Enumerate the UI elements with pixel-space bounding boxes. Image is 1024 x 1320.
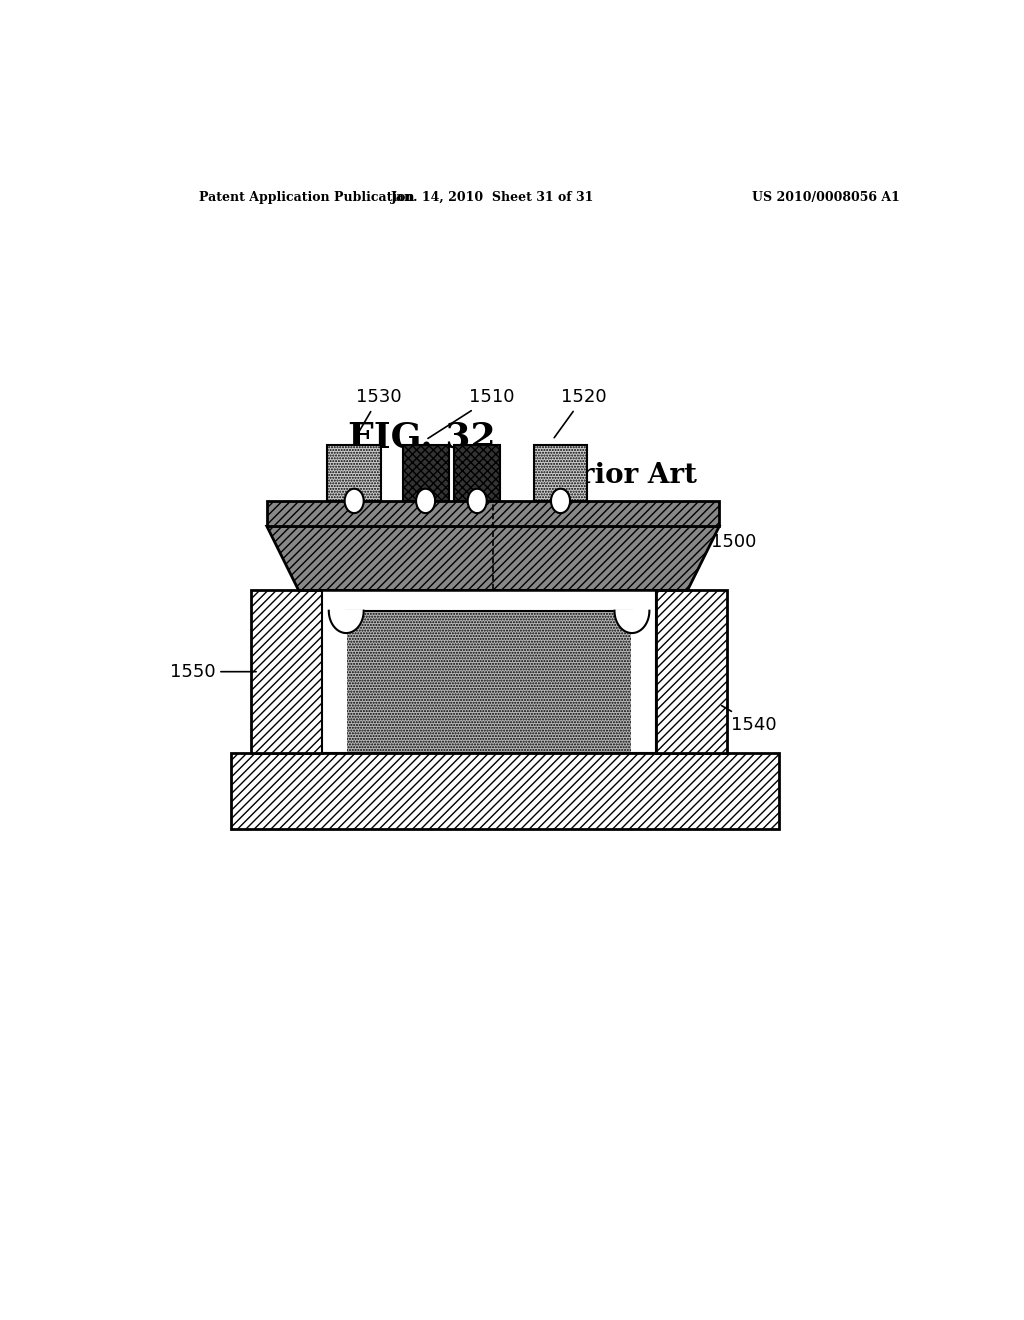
- Bar: [655, 590, 727, 752]
- Circle shape: [345, 488, 364, 513]
- Bar: [231, 752, 778, 829]
- Text: US 2010/0008056 A1: US 2010/0008056 A1: [753, 190, 900, 203]
- Text: Jan. 14, 2010  Sheet 31 of 31: Jan. 14, 2010 Sheet 31 of 31: [391, 190, 595, 203]
- Text: 1550: 1550: [170, 663, 256, 681]
- Circle shape: [416, 488, 435, 513]
- Bar: [346, 611, 632, 752]
- Text: 1530: 1530: [355, 388, 401, 437]
- Text: Patent Application Publication: Patent Application Publication: [200, 190, 415, 203]
- Circle shape: [468, 488, 486, 513]
- Text: 1510: 1510: [428, 388, 515, 438]
- Polygon shape: [267, 527, 719, 590]
- Circle shape: [551, 488, 570, 513]
- Polygon shape: [329, 611, 364, 634]
- Bar: [323, 611, 347, 752]
- Bar: [328, 445, 381, 500]
- Bar: [267, 500, 719, 527]
- Bar: [631, 611, 655, 752]
- Polygon shape: [614, 611, 649, 634]
- Text: 1540: 1540: [722, 706, 777, 734]
- Text: FIG. 32: FIG. 32: [348, 421, 496, 455]
- Text: 1520: 1520: [554, 388, 606, 438]
- Bar: [534, 445, 588, 500]
- Bar: [455, 445, 500, 500]
- Text: 1500: 1500: [674, 517, 757, 550]
- Bar: [402, 445, 449, 500]
- Bar: [251, 590, 323, 752]
- Bar: [323, 590, 655, 752]
- Text: Prior Art: Prior Art: [559, 462, 697, 488]
